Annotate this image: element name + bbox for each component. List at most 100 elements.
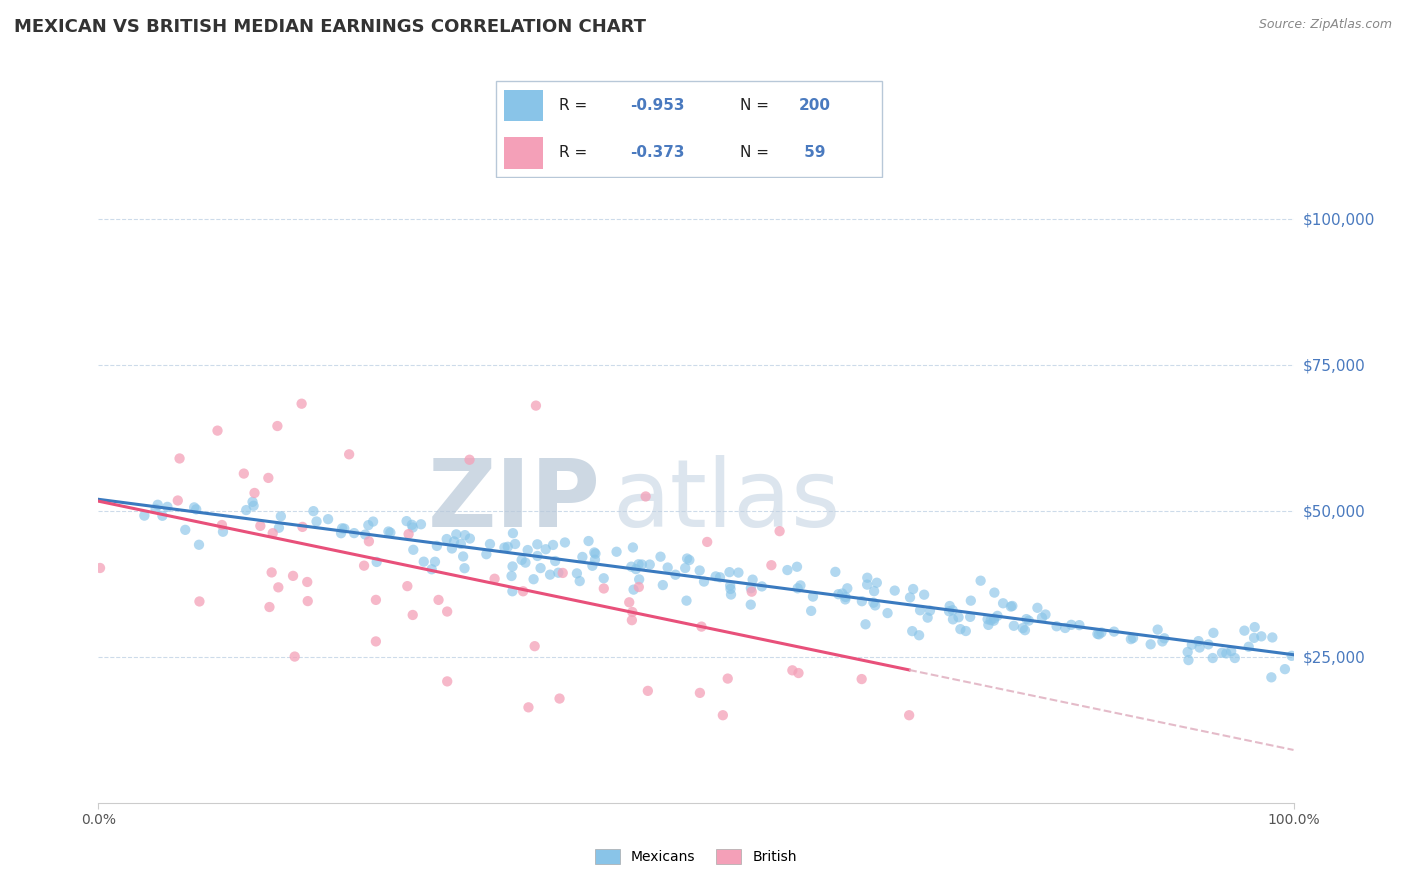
Point [1274,662,1296,676]
Point [212,524,235,539]
Point [620,559,643,574]
Point [1031,610,1053,624]
Point [1054,621,1077,635]
Point [377,524,399,539]
Point [1181,638,1204,652]
Point [1139,637,1161,651]
Point [260,566,283,580]
Point [627,580,650,594]
Point [938,599,960,613]
Point [980,613,1002,627]
Point [751,579,773,593]
Point [856,577,879,591]
Text: Source: ZipAtlas.com: Source: ZipAtlas.com [1258,18,1392,31]
Point [515,556,537,570]
Point [524,399,547,413]
Point [302,504,325,518]
Point [249,519,271,533]
Point [1197,637,1219,651]
Point [948,610,970,624]
Point [1122,631,1144,645]
Text: R =: R = [560,98,592,113]
Bar [503,137,543,169]
Point [1211,646,1233,660]
Point [851,672,873,686]
Point [689,564,711,578]
Point [516,543,538,558]
Point [450,537,472,551]
Point [938,604,960,618]
Point [789,578,811,592]
Point [538,567,561,582]
Point [1087,627,1109,641]
Point [330,526,353,541]
Point [976,612,998,626]
Point [831,586,853,600]
Point [720,588,742,602]
Point [969,574,991,588]
Point [627,558,650,572]
Point [186,502,208,516]
Point [863,584,886,599]
Point [270,509,292,524]
Point [786,582,808,596]
Point [720,582,742,596]
Point [451,549,474,564]
Point [156,500,179,514]
Point [628,573,651,587]
Point [343,526,366,541]
Text: N =: N = [740,145,773,161]
Point [761,558,783,573]
Point [436,605,458,619]
Point [782,664,804,678]
Point [786,559,808,574]
Point [606,545,628,559]
Point [1223,651,1246,665]
Point [1187,634,1209,648]
Point [364,634,387,648]
Point [693,574,716,589]
Point [1243,620,1265,634]
Point [478,537,501,551]
Point [918,604,941,618]
Point [166,493,188,508]
Point [267,521,290,535]
Point [267,580,290,594]
Point [1202,625,1225,640]
Point [426,539,449,553]
Point [571,549,593,564]
Point [1060,617,1083,632]
Point [242,499,264,513]
Point [496,540,519,554]
Point [484,572,506,586]
Point [908,603,931,617]
Point [1233,624,1256,638]
Point [316,512,339,526]
Point [436,532,458,546]
Point [709,570,731,584]
Point [529,561,551,575]
Point [620,613,643,627]
Point [510,553,533,567]
Point [704,569,727,583]
Point [512,584,534,599]
Point [1177,653,1199,667]
Point [908,628,931,642]
Point [678,553,700,567]
Point [898,591,921,605]
Point [565,566,588,581]
Point [787,666,810,681]
Point [396,579,419,593]
Point [837,582,859,596]
Point [619,595,641,609]
Point [337,447,360,461]
Point [243,486,266,500]
Point [501,569,523,583]
Point [690,619,713,633]
Point [380,525,402,540]
Point [1069,618,1091,632]
Point [395,514,418,528]
Point [503,537,526,551]
Point [242,495,264,509]
Point [676,551,699,566]
